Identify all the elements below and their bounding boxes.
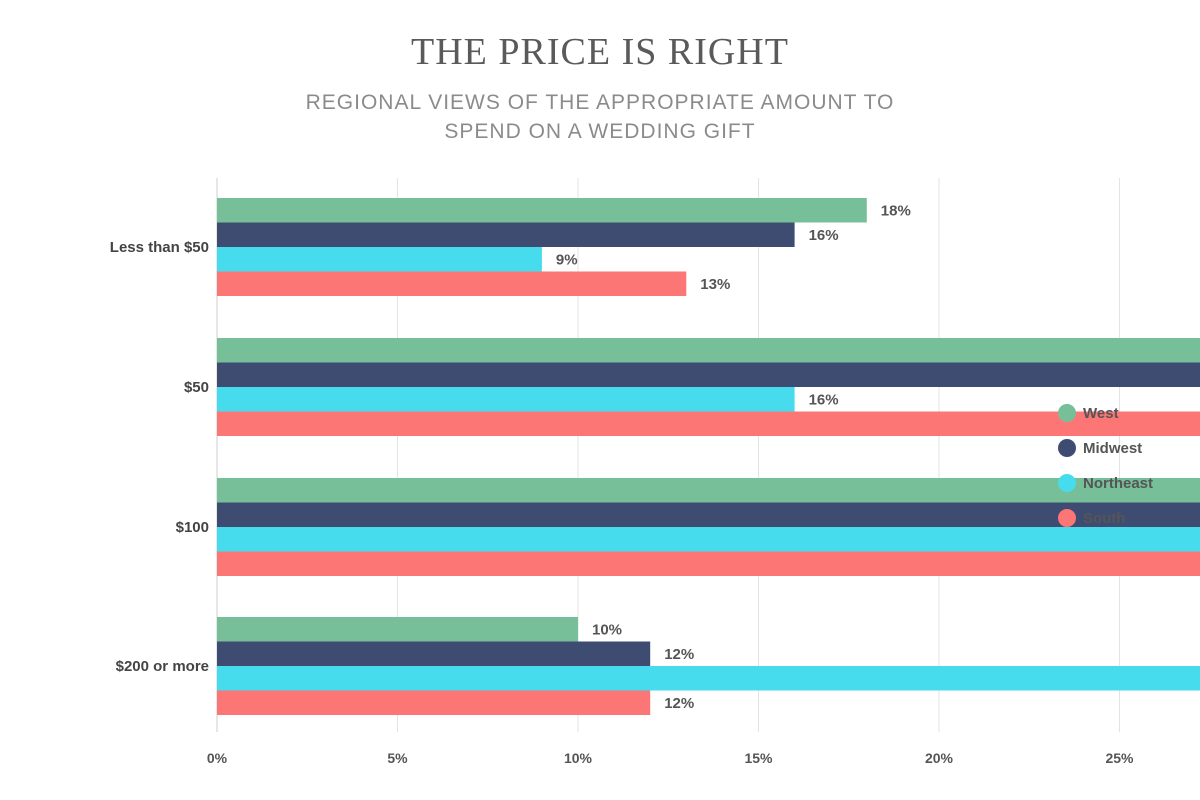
bar (217, 222, 795, 247)
x-tick-label: 0% (207, 750, 228, 766)
legend-label: South (1083, 510, 1126, 527)
legend-swatch (1058, 404, 1076, 422)
x-tick-label: 10% (564, 750, 593, 766)
legend-swatch (1058, 474, 1076, 492)
data-label: 12% (664, 646, 694, 663)
bar (217, 551, 1200, 576)
data-label: 13% (700, 276, 730, 293)
legend-label: Midwest (1083, 440, 1142, 457)
x-tick-label: 20% (925, 750, 954, 766)
bar (217, 362, 1200, 387)
category-label: Less than $50 (110, 239, 209, 256)
bar (217, 666, 1200, 691)
data-label: 10% (592, 621, 622, 638)
category-label: $200 or more (116, 658, 209, 675)
legend-swatch (1058, 509, 1076, 527)
bar (217, 690, 651, 715)
bar (217, 271, 687, 296)
bars (217, 198, 1200, 715)
bar (217, 338, 1200, 363)
x-tick-label: 5% (387, 750, 408, 766)
legend-swatch (1058, 439, 1076, 457)
legend: West Midwest Northeast South (1058, 404, 1153, 527)
legend-label: West (1083, 405, 1119, 422)
x-tick-label: 25% (1105, 750, 1134, 766)
bar (217, 478, 1200, 503)
data-label: 12% (664, 695, 694, 712)
bar (217, 198, 867, 223)
bar (217, 502, 1200, 527)
bar (217, 387, 795, 412)
category-label: $50 (184, 379, 209, 396)
chart-subtitle: REGIONAL VIEWS OF THE APPROPRIATE AMOUNT… (305, 91, 895, 143)
x-tick-label: 15% (744, 750, 773, 766)
bar (217, 641, 651, 666)
labels: 0%5%10%15%20%25%30%35%40%45%Less than $5… (110, 202, 1134, 766)
category-label: $100 (176, 519, 209, 536)
data-label: 9% (556, 251, 578, 268)
data-label: 16% (809, 391, 839, 408)
legend-label: Northeast (1083, 475, 1153, 492)
data-label: 16% (809, 227, 839, 244)
bar (217, 247, 542, 272)
bar (217, 617, 578, 642)
bar (217, 411, 1200, 436)
data-label: 18% (881, 202, 911, 219)
chart-title: THE PRICE IS RIGHT (411, 31, 789, 73)
bar (217, 527, 1200, 552)
